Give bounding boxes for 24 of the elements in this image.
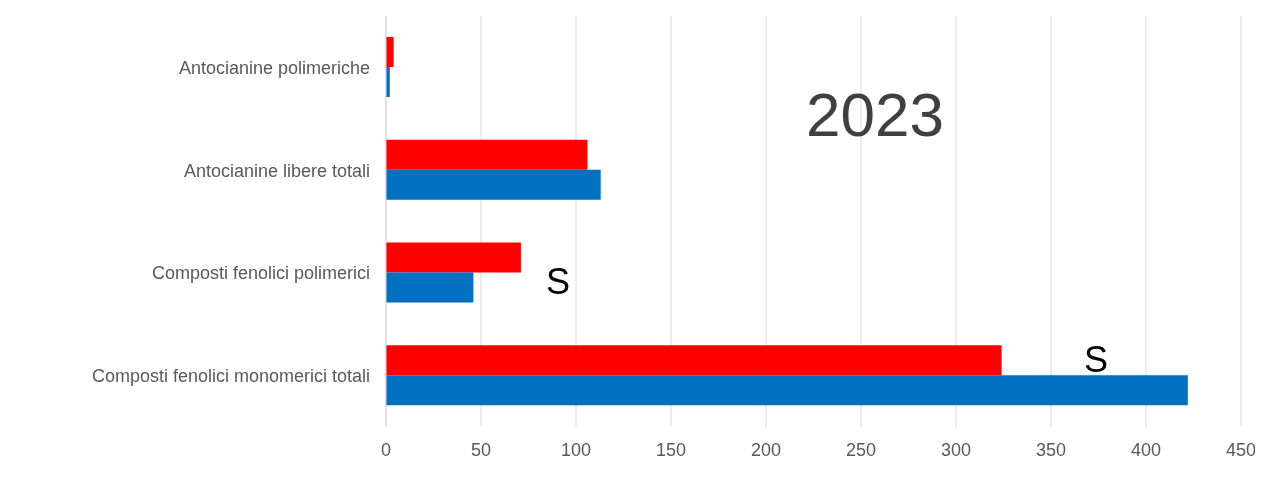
x-tick-label: 0 <box>380 439 392 460</box>
x-tick-label: 450 <box>1225 439 1257 460</box>
y-tick-label: Antocianine libere totali <box>183 160 370 181</box>
y-tick-label: Composti fenolici polimerici <box>151 263 370 284</box>
bar <box>386 37 394 67</box>
x-tick-label: 50 <box>470 439 492 460</box>
bar <box>386 272 474 303</box>
x-tick-label: 100 <box>560 439 592 460</box>
bar <box>386 345 1002 376</box>
x-tick-label: 300 <box>940 439 972 460</box>
bar <box>386 242 521 273</box>
bar <box>386 139 588 170</box>
annotation: S <box>546 261 571 302</box>
x-tick-label: 350 <box>1035 439 1067 460</box>
bar <box>386 169 601 200</box>
bar <box>386 375 1188 406</box>
annotation: 2023 <box>806 80 944 149</box>
x-tick-label: 250 <box>845 439 877 460</box>
x-tick-label: 150 <box>655 439 687 460</box>
annotation: S <box>1084 339 1109 380</box>
y-tick-label: Composti fenolici monomerici totali <box>91 366 370 387</box>
x-tick-label: 200 <box>750 439 782 460</box>
y-tick-label: Antocianine polimeriche <box>178 57 370 78</box>
x-tick-label: 400 <box>1130 439 1162 460</box>
